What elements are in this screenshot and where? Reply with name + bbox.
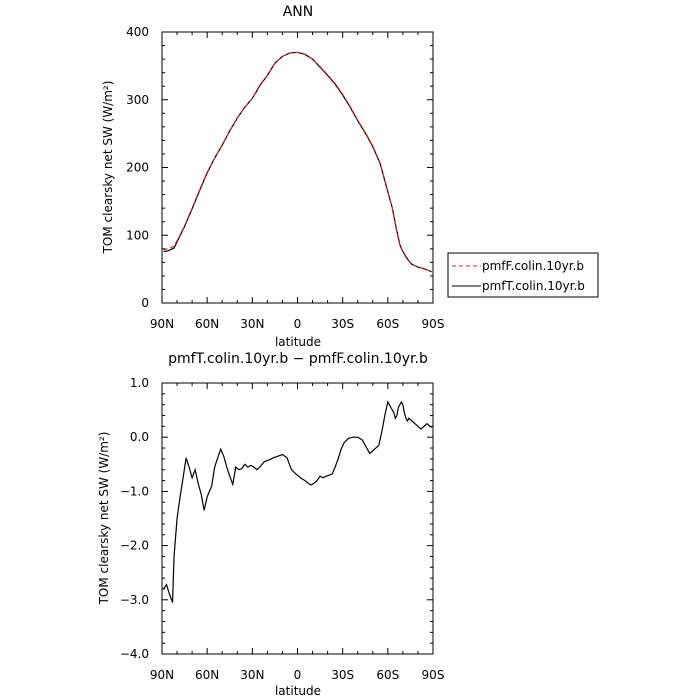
top-xlabel: latitude (275, 335, 321, 349)
bottom-series-lines (163, 400, 432, 603)
top-ytick-label: 200 (126, 161, 149, 175)
top-ytick-label: 400 (126, 25, 149, 39)
top-title: ANN (283, 4, 314, 20)
bottom-ytick-label: −4.0 (120, 647, 149, 661)
bottom-xtick-label: 60S (376, 668, 399, 682)
top-series-pmfF-line (163, 51, 432, 273)
top-xtick-label: 30N (240, 317, 264, 331)
bottom-panel: pmfT.colin.10yr.b − pmfF.colin.10yr.b 90… (97, 351, 444, 698)
legend-box (447, 252, 599, 298)
top-xtick-label: 0 (294, 317, 302, 331)
top-xtick-label: 90N (150, 317, 174, 331)
top-series-pmfT-line (163, 51, 432, 273)
top-xtick-label: 60N (195, 317, 219, 331)
top-panel: ANN 90N 60N 30N 0 30S 60S 90S 0 100 200 300 400 lat… (101, 4, 444, 349)
bottom-xtick-label: 90S (422, 668, 445, 682)
top-ytick-label: 0 (141, 296, 149, 310)
bottom-xtick-label: 0 (294, 668, 302, 682)
bottom-xtick-label: 90N (150, 668, 174, 682)
bottom-ytick-label: −3.0 (120, 593, 149, 607)
legend-label-pmfF: pmfF.colin.10yr.b (482, 259, 584, 273)
top-plot-frame (161, 31, 434, 304)
bottom-xtick-label: 30S (331, 668, 354, 682)
bottom-axis-ticks: 90N 60N 30N 0 30S 60S 90S 1.0 0.0 −1.0 −2.0 −3.0 −4.… (120, 376, 445, 682)
top-axis-ticks: 90N 60N 30N 0 30S 60S 90S 0 100 200 300 400 (126, 25, 444, 331)
top-ytick-label: 100 (126, 228, 149, 242)
top-xtick-label: 60S (376, 317, 399, 331)
bottom-xtick-label: 30N (240, 668, 264, 682)
bottom-ytick-label: 1.0 (130, 376, 149, 390)
bottom-ytick-label: −1.0 (120, 484, 149, 498)
bottom-ytick-label: −2.0 (120, 539, 149, 553)
bottom-ylabel: TOM clearsky net SW (W/m²) (97, 432, 111, 606)
bottom-title: pmfT.colin.10yr.b − pmfF.colin.10yr.b (168, 351, 428, 367)
bottom-ytick-label: 0.0 (130, 430, 149, 444)
bottom-xlabel: latitude (275, 684, 321, 698)
bottom-xtick-label: 60N (195, 668, 219, 682)
top-xtick-label: 30S (331, 317, 354, 331)
top-ylabel: TOM clearsky net SW (W/m²) (101, 81, 115, 255)
bottom-series-diff-line (163, 400, 432, 603)
top-series-lines (163, 51, 432, 273)
top-xtick-label: 90S (422, 317, 445, 331)
legend: pmfF.colin.10yr.b pmfT.colin.10yr.b (447, 252, 599, 298)
top-ytick-label: 300 (126, 93, 149, 107)
bottom-plot-frame (161, 382, 434, 655)
legend-label-pmfT: pmfT.colin.10yr.b (482, 279, 585, 293)
